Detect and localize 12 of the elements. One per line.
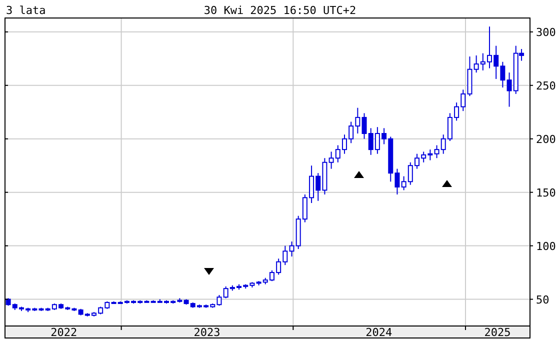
x-tick-label: 2025	[484, 326, 511, 339]
y-tick-label: 250	[536, 79, 556, 92]
chart-subtitle: 30 Kwi 2025 16:50 UTC+2	[204, 4, 356, 17]
y-tick-label: 200	[536, 132, 556, 146]
y-tick-label: 50	[536, 293, 550, 306]
x-tick-label: 2022	[50, 326, 78, 339]
x-tick-label: 2023	[194, 326, 220, 339]
x-tick-label: 2024	[366, 326, 392, 339]
chart-title: 3 lata	[6, 4, 46, 17]
y-tick-label: 300	[536, 26, 556, 39]
y-tick-label: 100	[536, 240, 556, 253]
y-tick-label: 150	[536, 186, 556, 200]
